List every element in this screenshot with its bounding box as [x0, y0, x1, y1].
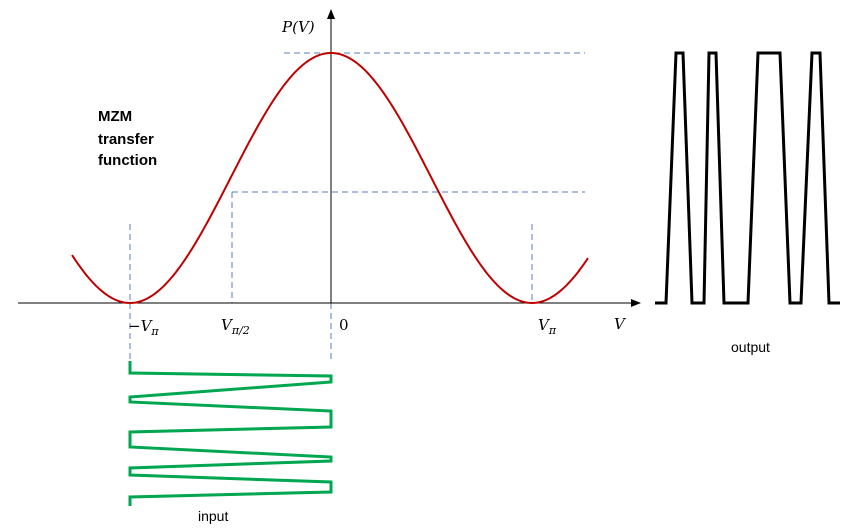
output-label: output — [731, 339, 770, 355]
y-axis-label: P(V) — [281, 18, 315, 36]
transfer-function-curve — [71, 52, 589, 305]
tick-label-zero: 0 — [339, 316, 349, 334]
input-signal-waveform — [128, 361, 333, 506]
tick-label-vpi: Vπ — [538, 316, 557, 337]
output-signal-waveform — [655, 51, 840, 305]
annotation-line-2: transfer — [98, 131, 154, 148]
guide-lines — [129, 52, 585, 363]
x-axis-label: V — [614, 315, 627, 333]
annotation-line-3: function — [98, 152, 157, 169]
tick-label-neg-vpi: −Vπ — [128, 317, 159, 338]
tick-label-vpi-half: Vπ/2 — [221, 316, 250, 337]
input-label: input — [198, 508, 228, 524]
annotation-line-1: MZM — [98, 108, 132, 125]
